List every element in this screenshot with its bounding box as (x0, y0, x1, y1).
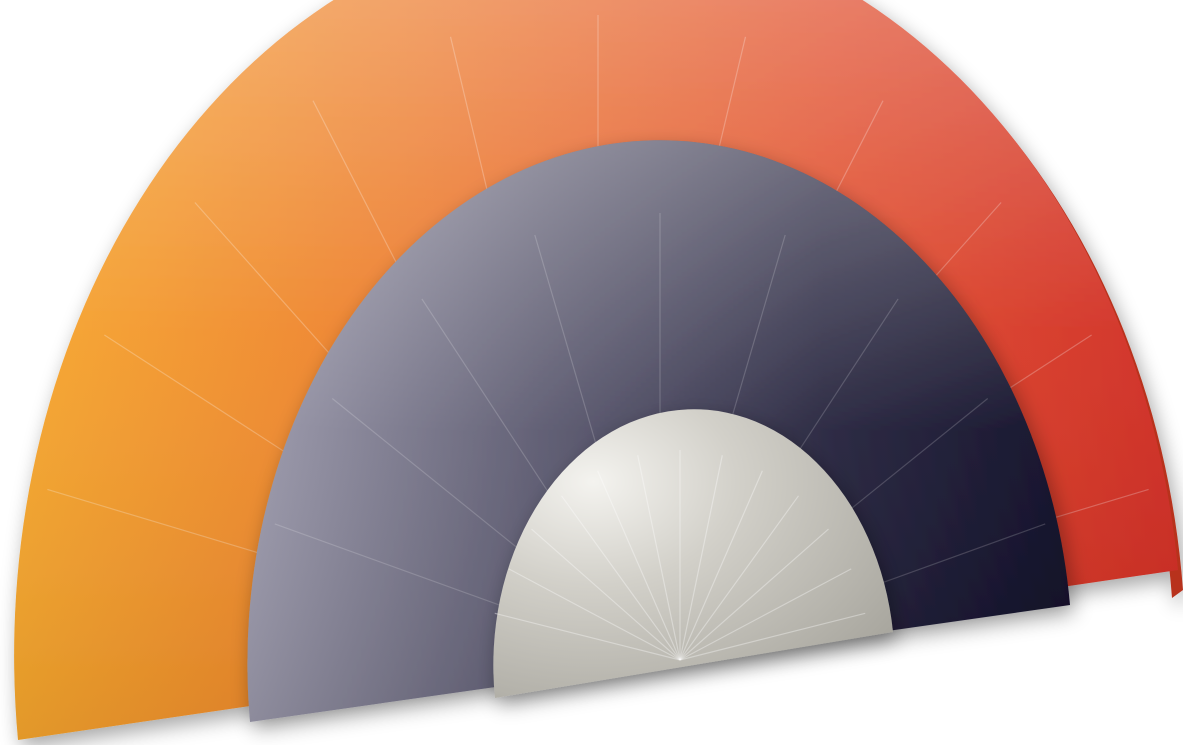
inner-fan-guide-line (637, 455, 681, 661)
inner-fan-guide-line (679, 612, 866, 661)
inner-fan-guide-lines (494, 450, 866, 661)
inner-fan-guide-line (531, 528, 681, 661)
inner-fan-guide-line (494, 612, 681, 661)
inner-fan-guide-line (679, 568, 852, 661)
inner-fan-guide-line (561, 495, 681, 661)
inner-fan-guide-line (679, 470, 763, 661)
inner-fan-guide-line (597, 470, 681, 661)
inner-fan-guide-line (679, 455, 723, 661)
inner-fan-guide-line (679, 495, 799, 661)
inner-fan-guide-line (679, 528, 829, 661)
inner-fan-guide-line (508, 568, 681, 661)
inner-fan-face (493, 409, 893, 698)
inner-fan (493, 409, 893, 698)
